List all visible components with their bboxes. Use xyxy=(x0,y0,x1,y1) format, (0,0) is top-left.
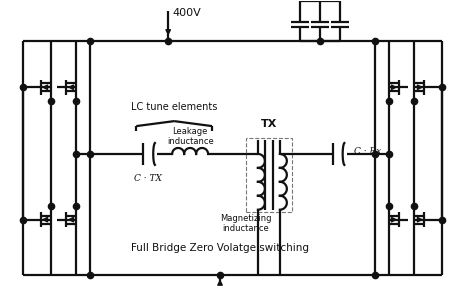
Text: Full Bridge Zero Volatge switching: Full Bridge Zero Volatge switching xyxy=(131,243,309,253)
Text: 400V: 400V xyxy=(172,8,201,18)
Bar xyxy=(246,138,292,212)
Text: Magnetizing
inductance: Magnetizing inductance xyxy=(220,214,272,233)
Text: Leakage
inductance: Leakage inductance xyxy=(167,127,213,146)
Text: TX: TX xyxy=(261,119,277,129)
Text: C · Rx: C · Rx xyxy=(354,147,381,157)
Text: LC tune elements: LC tune elements xyxy=(131,102,217,112)
Text: C · TX: C · TX xyxy=(134,174,162,183)
